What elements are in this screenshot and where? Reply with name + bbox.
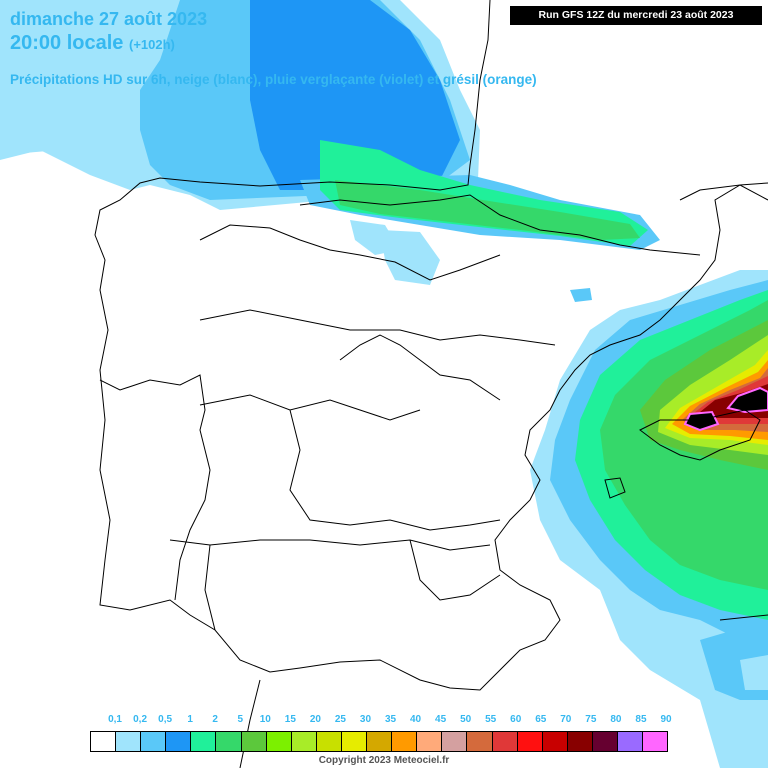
legend-tick-label: 25 [334,714,346,725]
legend-tick-label: 0,5 [158,714,173,725]
legend-tick-label: 15 [284,714,296,725]
legend-tick-label: 0,2 [133,714,148,725]
legend-swatch [116,732,142,751]
legend-tick-label: 55 [485,714,497,725]
coastlines [94,0,768,768]
legend-swatch [467,732,493,751]
legend-swatch [592,732,618,751]
legend-tick-label: 40 [410,714,422,725]
legend-swatch [442,732,468,751]
legend-tick-label: 30 [359,714,372,725]
legend-tick-label: 45 [435,714,447,725]
legend-tick-label: 90 [660,714,672,725]
copyright: Copyright 2023 Meteociel.fr [318,755,450,766]
color-scale-legend [90,731,668,752]
legend-tick-label: 60 [510,714,522,725]
legend-swatch [291,732,317,751]
legend-swatch [417,732,443,751]
legend-tick-label: 85 [635,714,647,725]
legend-tick-label: 20 [309,714,321,725]
legend-swatch [517,732,543,751]
legend-tick-label: 75 [585,714,597,725]
legend-swatch [166,732,192,751]
precip-field-east [530,270,768,768]
legend-tick-label: 5 [237,714,244,725]
legend-swatch [367,732,393,751]
legend-swatch [392,732,418,751]
local-time: 20:00 locale [10,32,124,54]
legend-swatch [241,732,267,751]
legend-swatch [91,732,117,751]
legend-swatch [542,732,568,751]
model-run-label: Run GFS 12Z du mercredi 23 août 2023 [510,6,762,25]
legend-tick-label: 2 [212,714,218,725]
legend-swatch [567,732,593,751]
legend-tick-label: 65 [535,714,547,725]
forecast-date: dimanche 27 août 2023 [10,9,208,29]
legend-tick-labels: 0,1 0,2 0,5 1 2 5 10 15 20 25 30 35 40 45 50 55 60 65 70 75… [90,714,671,728]
legend-swatch [617,732,644,751]
forecast-hour: (+102h) [128,37,175,52]
legend-swatch [216,732,242,751]
legend-swatch [341,732,368,751]
map-description: Précipitations HD sur 6h, neige (blanc),… [10,72,537,87]
legend-tick-label: 70 [560,714,572,725]
forecast-time: 20:00 locale (+102h) [10,32,175,55]
legend-swatch [191,732,217,751]
precip-field-north [0,0,660,285]
legend-tick-label: 1 [187,714,193,725]
legend-tick-label: 80 [610,714,622,725]
legend-tick-label: 35 [384,714,397,725]
legend-swatch [643,732,668,751]
legend-tick-label: 10 [259,714,271,725]
legend-tick-label: 50 [460,714,472,725]
legend-tick-label: 0,1 [108,714,122,725]
legend-swatch [316,732,342,751]
legend-swatch [266,732,292,751]
legend-swatch [141,732,167,751]
legend-swatch [492,732,518,751]
